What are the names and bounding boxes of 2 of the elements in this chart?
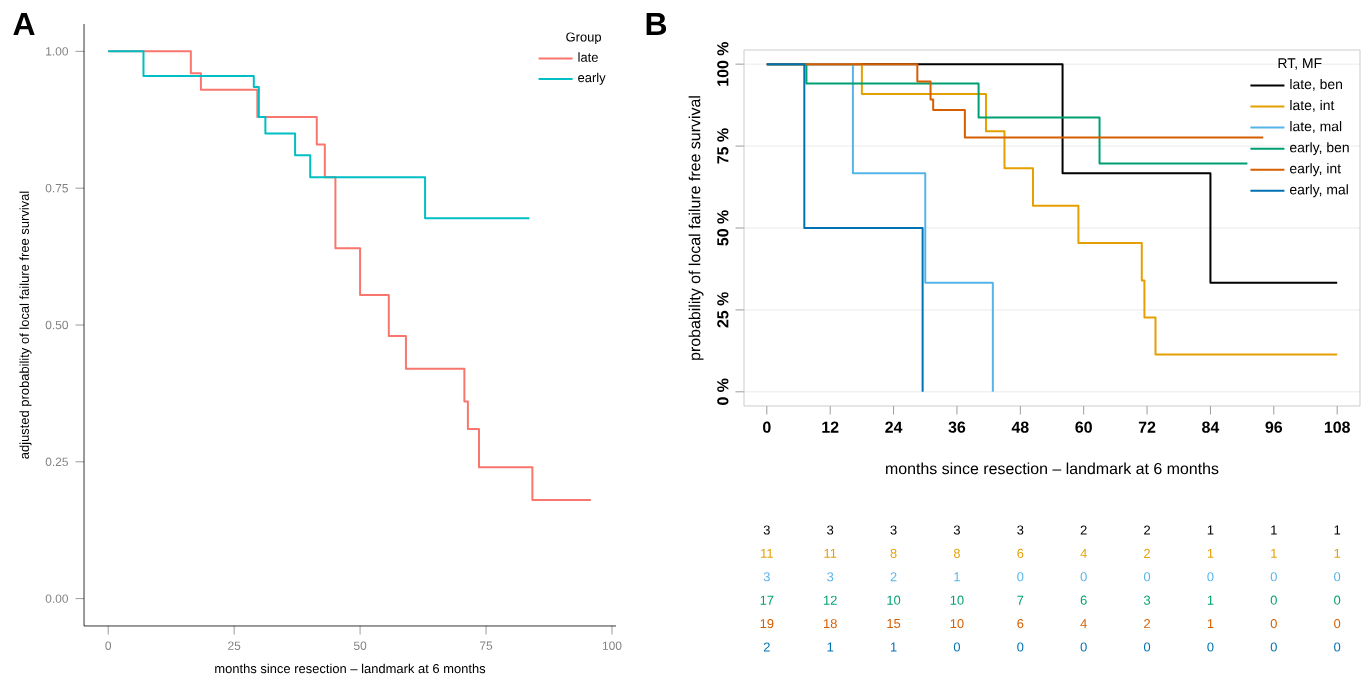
text: A — [13, 13, 35, 36]
text: B — [646, 13, 667, 36]
